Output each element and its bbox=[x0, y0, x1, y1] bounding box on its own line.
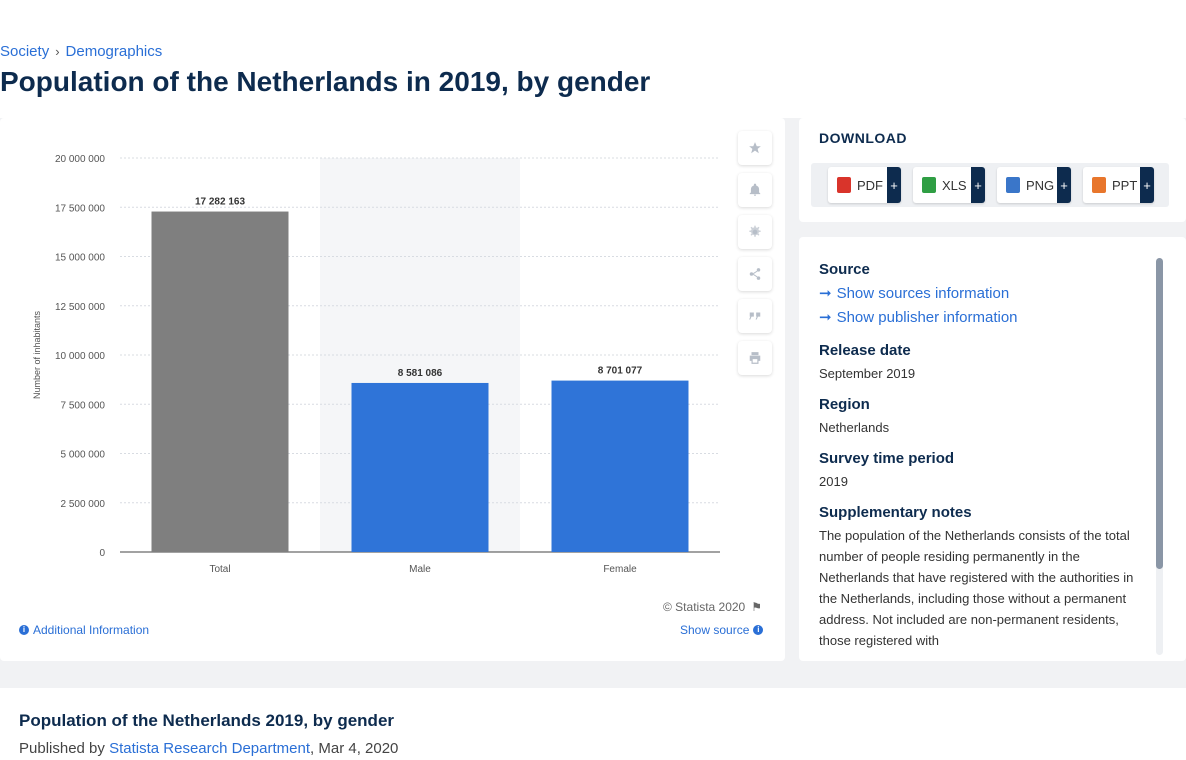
chart-toolbar bbox=[738, 131, 772, 375]
bar-female bbox=[551, 380, 689, 552]
quote-icon[interactable] bbox=[738, 299, 772, 333]
info-icon: i bbox=[19, 625, 29, 635]
y-tick-label: 2 500 000 bbox=[61, 499, 106, 510]
download-ppt-label: PPT bbox=[1112, 177, 1138, 193]
data-label: 8 581 086 bbox=[398, 368, 443, 379]
release-date-value: September 2019 bbox=[819, 366, 916, 381]
download-png-label: PNG bbox=[1026, 177, 1055, 193]
publisher-link[interactable]: Statista Research Department bbox=[109, 740, 311, 757]
x-tick-label: Female bbox=[603, 564, 637, 575]
show-publisher-label: Show publisher information bbox=[836, 309, 1018, 326]
region-value: Netherlands bbox=[819, 420, 890, 435]
gear-icon[interactable] bbox=[738, 215, 772, 249]
y-tick-label: 5 000 000 bbox=[61, 450, 106, 461]
scrollbar-thumb[interactable] bbox=[1156, 258, 1163, 569]
y-axis-label: Number of inhabitants bbox=[32, 310, 42, 399]
star-icon[interactable] bbox=[738, 131, 772, 165]
survey-period-value: 2019 bbox=[819, 474, 848, 489]
show-source-label: Show source bbox=[680, 623, 750, 637]
chart-card: 0 2 500 000 5 000 000 7 500 000 10 000 000 12… bbox=[0, 118, 785, 661]
download-card: DOWNLOAD PDF + XLS + PNG + PPT + bbox=[799, 118, 1186, 222]
region-heading: Region bbox=[819, 396, 870, 413]
png-file-icon bbox=[1006, 177, 1020, 193]
additional-info-link[interactable]: i Additional Information bbox=[19, 623, 149, 637]
plus-icon: + bbox=[971, 167, 985, 203]
page-title: Population of the Netherlands in 2019, b… bbox=[0, 66, 651, 97]
show-sources-link[interactable]: ➞ Show sources information bbox=[819, 282, 1144, 306]
pdf-file-icon bbox=[837, 177, 851, 193]
published-by-label: Published by bbox=[19, 740, 105, 757]
show-source-link[interactable]: Show source i bbox=[680, 623, 764, 637]
download-title: DOWNLOAD bbox=[819, 130, 907, 146]
publish-date: , Mar 4, 2020 bbox=[310, 740, 399, 757]
y-tick-label: 0 bbox=[99, 548, 105, 559]
show-sources-label: Show sources information bbox=[836, 285, 1010, 302]
info-icon: i bbox=[753, 625, 764, 635]
plus-icon: + bbox=[887, 167, 901, 203]
y-tick-label: 15 000 000 bbox=[55, 253, 105, 264]
publisher-card: Population of the Netherlands 2019, by g… bbox=[0, 688, 1186, 760]
download-pdf-button[interactable]: PDF + bbox=[828, 167, 901, 203]
release-date-heading: Release date bbox=[819, 342, 911, 359]
download-xls-label: XLS bbox=[942, 177, 967, 193]
arrow-right-icon: ➞ bbox=[819, 309, 832, 326]
copyright-label: © Statista 2020 ⚑ bbox=[663, 600, 762, 614]
download-png-button[interactable]: PNG + bbox=[997, 167, 1071, 203]
bar-chart: 0 2 500 000 5 000 000 7 500 000 10 000 000 12… bbox=[32, 154, 720, 575]
download-ppt-button[interactable]: PPT + bbox=[1083, 167, 1154, 203]
y-tick-label: 17 500 000 bbox=[55, 203, 105, 214]
print-icon[interactable] bbox=[738, 341, 772, 375]
bar-total bbox=[151, 211, 289, 552]
bar-male bbox=[351, 382, 489, 552]
data-label: 8 701 077 bbox=[598, 366, 643, 377]
plus-icon: + bbox=[1057, 167, 1071, 203]
source-details: Source ➞ Show sources information ➞ Show… bbox=[819, 261, 1144, 651]
plus-icon: + bbox=[1140, 167, 1154, 203]
data-label: 17 282 163 bbox=[195, 197, 245, 208]
y-tick-label: 12 500 000 bbox=[55, 302, 105, 313]
breadcrumb-demographics[interactable]: Demographics bbox=[65, 43, 163, 60]
copyright-text: © Statista 2020 bbox=[663, 600, 746, 614]
download-xls-button[interactable]: XLS + bbox=[913, 167, 985, 203]
y-tick-label: 10 000 000 bbox=[55, 351, 105, 362]
publisher-title: Population of the Netherlands 2019, by g… bbox=[19, 711, 395, 730]
ppt-file-icon bbox=[1092, 177, 1106, 193]
source-card: Source ➞ Show sources information ➞ Show… bbox=[799, 237, 1186, 661]
supplementary-notes-heading: Supplementary notes bbox=[819, 504, 972, 521]
bell-icon[interactable] bbox=[738, 173, 772, 207]
y-tick-label: 20 000 000 bbox=[55, 154, 105, 165]
survey-period-heading: Survey time period bbox=[819, 450, 955, 467]
breadcrumb: Society › Demographics bbox=[0, 43, 162, 60]
flag-icon[interactable]: ⚑ bbox=[751, 600, 762, 614]
published-by-line: Published by Statista Research Departmen… bbox=[19, 740, 398, 757]
xls-file-icon bbox=[922, 177, 936, 193]
share-icon[interactable] bbox=[738, 257, 772, 291]
x-tick-label: Male bbox=[409, 564, 431, 575]
breadcrumb-society[interactable]: Society bbox=[0, 43, 50, 60]
header-bar: Society › Demographics Population of the… bbox=[0, 0, 1186, 118]
download-buttons: PDF + XLS + PNG + PPT + bbox=[811, 163, 1169, 207]
x-tick-label: Total bbox=[209, 564, 230, 575]
source-heading: Source bbox=[819, 261, 870, 278]
supplementary-notes-value: The population of the Netherlands consis… bbox=[819, 528, 1134, 648]
show-publisher-link[interactable]: ➞ Show publisher information bbox=[819, 306, 1144, 330]
download-pdf-label: PDF bbox=[857, 177, 883, 193]
y-tick-label: 7 500 000 bbox=[61, 400, 106, 411]
arrow-right-icon: ➞ bbox=[819, 285, 832, 302]
additional-info-label: Additional Information bbox=[33, 623, 150, 637]
chevron-right-icon: › bbox=[55, 44, 60, 59]
